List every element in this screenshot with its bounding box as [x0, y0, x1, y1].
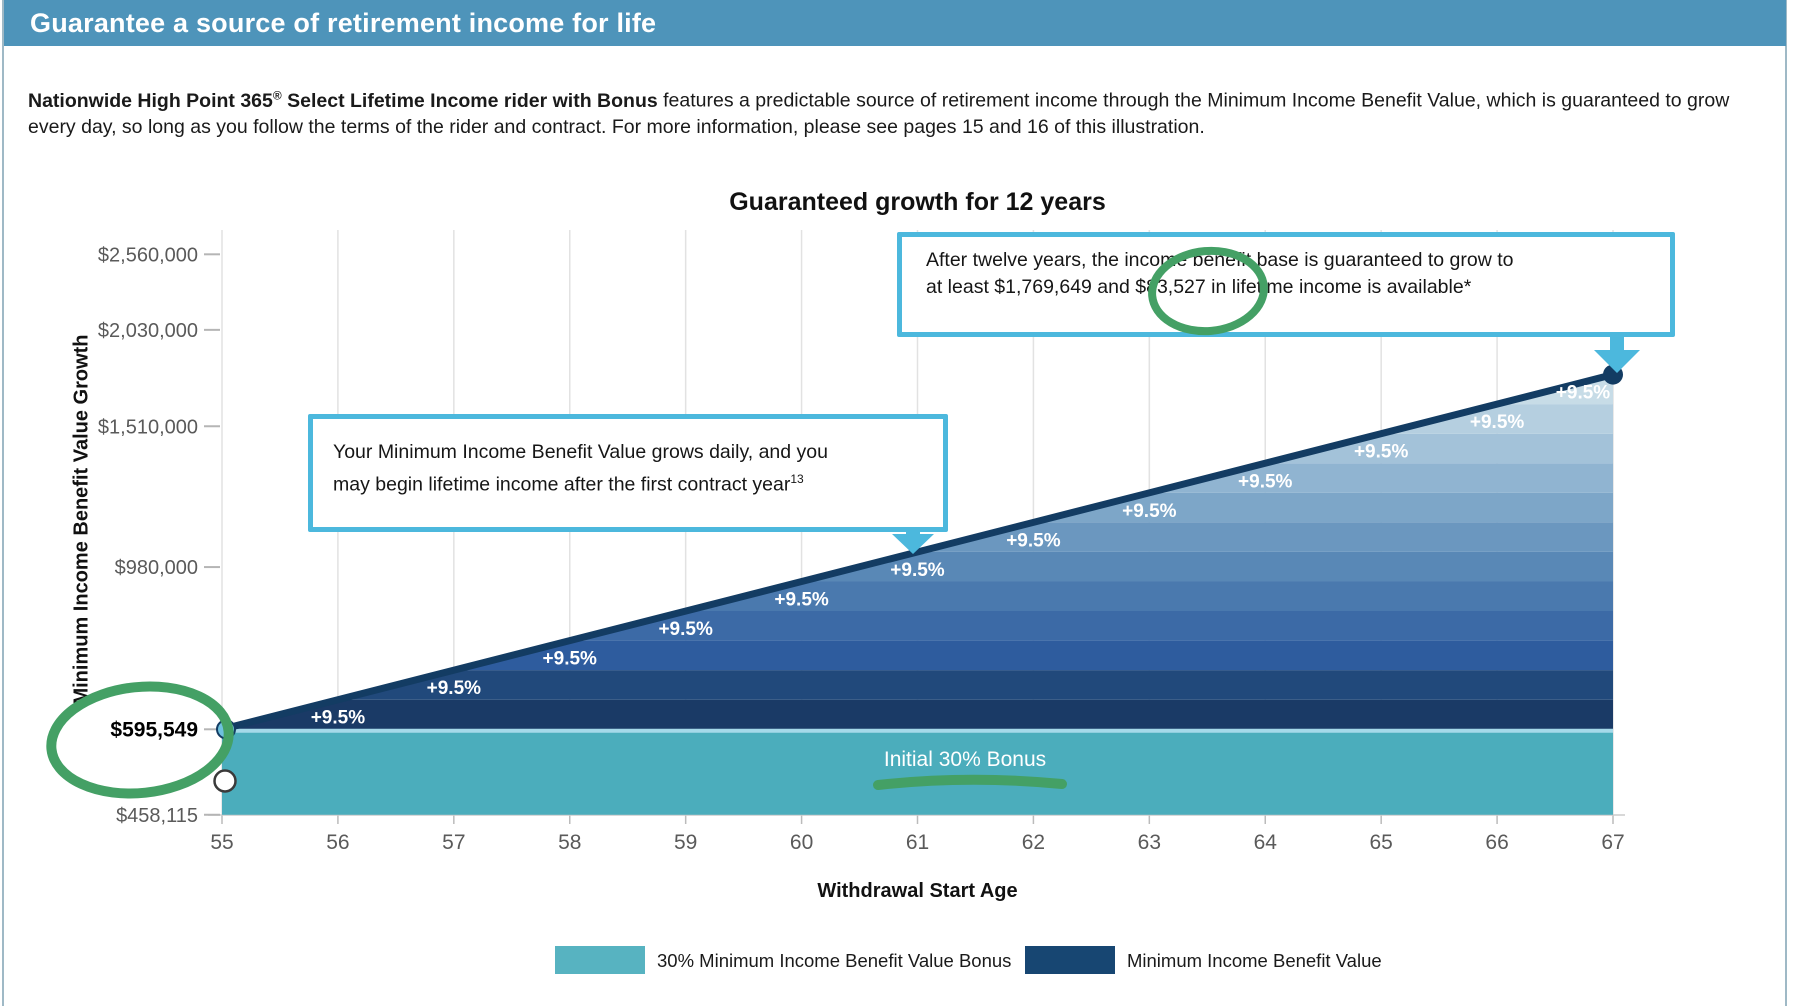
registered-mark: ® — [272, 88, 282, 102]
x-tick-label: 60 — [790, 831, 813, 854]
growth-line — [218, 371, 1617, 733]
y-tick-label: $2,030,000 — [98, 320, 198, 342]
y-tick-label: $458,115 — [116, 805, 198, 827]
x-tick-label: 58 — [558, 831, 581, 854]
legend-label-bonus: 30% Minimum Income Benefit Value Bonus — [657, 950, 1012, 971]
bonus-band — [222, 729, 1613, 815]
start-point-marker — [216, 719, 236, 740]
x-axis-title: Withdrawal Start Age — [817, 880, 1018, 902]
growth-band — [453, 640, 1613, 671]
growth-rate-label: +9.5% — [658, 619, 713, 640]
growth-band — [1381, 404, 1613, 434]
growth-rate-label: +9.5% — [1238, 471, 1293, 492]
x-tick-label: 66 — [1485, 831, 1508, 854]
growth-band — [917, 522, 1613, 552]
x-tick-label: 59 — [674, 831, 697, 854]
chart-legend: 30% Minimum Income Benefit Value Bonus M… — [0, 946, 1794, 978]
x-tick-label: 65 — [1369, 831, 1392, 854]
callout-after-twelve-years: After twelve years, the income benefit b… — [897, 232, 1675, 337]
y-tick-label: $980,000 — [115, 557, 198, 579]
callout-mid-line2: may begin lifetime income after the firs… — [333, 472, 804, 496]
growth-rate-label: +9.5% — [1006, 530, 1061, 551]
growth-band — [1033, 492, 1613, 523]
page-border-right — [1785, 0, 1787, 1006]
page-border-left — [2, 0, 4, 1006]
x-tick-label: 56 — [326, 831, 349, 854]
intro-bold: Nationwide High Point 365® Select Lifeti… — [28, 88, 658, 112]
y-tick-label: $2,560,000 — [98, 244, 198, 266]
y-tick-label: $595,549 — [110, 718, 198, 741]
growth-band — [337, 670, 1614, 700]
x-tick-label: 67 — [1601, 831, 1624, 854]
intro-paragraph: Nationwide High Point 365® Select Lifeti… — [28, 82, 1733, 140]
x-tick-label: 55 — [210, 831, 233, 854]
growth-rate-label: +9.5% — [1122, 501, 1177, 522]
callout-top-line1: After twelve years, the income benefit b… — [926, 249, 1514, 271]
intro-text: features a predictable source of retirem… — [28, 89, 1730, 138]
x-tick-label: 57 — [442, 831, 465, 854]
y-tick-label: $1,510,000 — [98, 416, 198, 438]
bonus-band-label: Initial 30% Bonus — [884, 748, 1046, 771]
arrow-head-mid — [892, 534, 934, 554]
x-tick-label: 61 — [906, 831, 929, 854]
growth-rate-label: +9.5% — [543, 649, 598, 670]
growth-rate-label: +9.5% — [890, 560, 945, 581]
initial-value-marker — [213, 769, 237, 793]
legend-label-benefit-value: Minimum Income Benefit Value — [1127, 950, 1382, 971]
page-header: Guarantee a source of retirement income … — [4, 0, 1786, 46]
growth-band — [222, 699, 1613, 730]
growth-band — [801, 551, 1613, 582]
page-title: Guarantee a source of retirement income … — [30, 8, 657, 38]
arrow-head-top — [1594, 350, 1640, 373]
callout-grows-daily: Your Minimum Income Benefit Value grows … — [308, 414, 948, 532]
growth-band — [1149, 463, 1613, 493]
callout-top-line2: at least $1,769,649 and $83,527 in lifet… — [926, 276, 1472, 298]
x-tick-label: 64 — [1254, 831, 1278, 854]
growth-bands — [222, 374, 1614, 730]
growth-rate-label: +9.5% — [427, 678, 482, 699]
growth-band — [685, 581, 1613, 612]
growth-rate-label: +9.5% — [774, 589, 829, 610]
growth-rate-label: +9.5% — [1354, 442, 1409, 463]
growth-band — [569, 611, 1613, 641]
callout-mid-line1: Your Minimum Income Benefit Value grows … — [333, 441, 828, 463]
x-tick-label: 63 — [1138, 831, 1161, 854]
chart-title: Guaranteed growth for 12 years — [729, 188, 1106, 216]
legend-swatch-benefit-value — [1025, 946, 1115, 974]
legend-swatch-bonus — [555, 946, 645, 974]
footnote-13: 13 — [790, 472, 804, 486]
x-tick-label: 62 — [1022, 831, 1045, 854]
growth-rate-label: +9.5% — [311, 708, 366, 729]
growth-rate-label: +9.5% — [1556, 383, 1611, 404]
growth-rate-label: +9.5% — [1470, 412, 1525, 433]
